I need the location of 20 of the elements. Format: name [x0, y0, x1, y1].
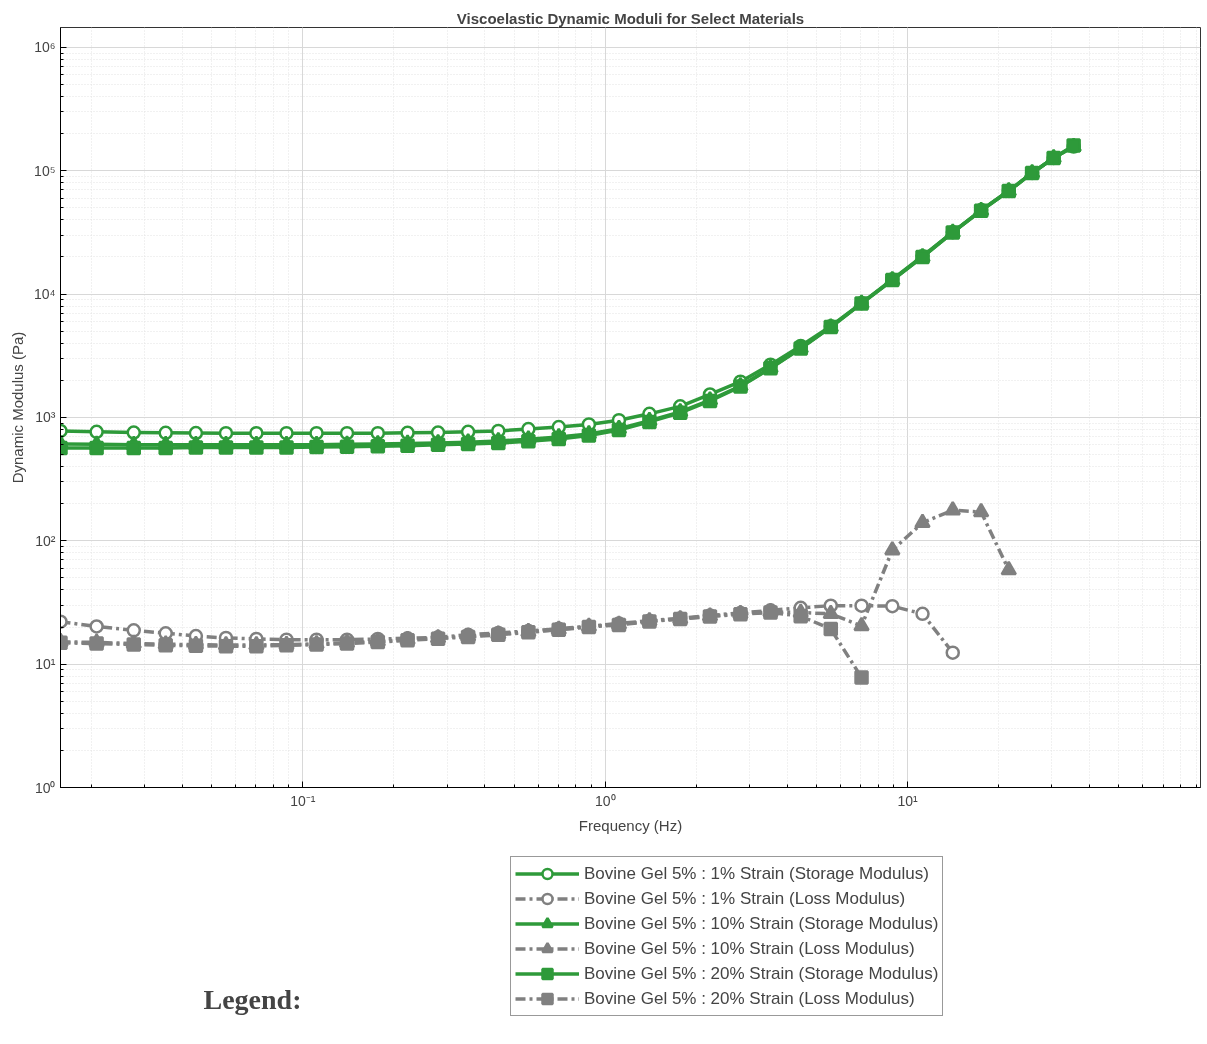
legend-label: Bovine Gel 5% : 1% Strain (Loss Modulus) [584, 887, 906, 910]
y-axis-title: Dynamic Modulus (Pa) [8, 331, 26, 484]
y-tick-label: 10² [35, 532, 56, 549]
y-tick-label: 10⁰ [34, 779, 56, 796]
legend-label: Bovine Gel 5% : 10% Strain (Loss Modulus) [584, 937, 915, 960]
y-tick-label: 10¹ [35, 656, 56, 673]
legend-label: Bovine Gel 5% : 10% Strain (Storage Modulus) [584, 912, 939, 935]
legend-label: Bovine Gel 5% : 1% Strain (Storage Modulus) [584, 862, 929, 885]
legend-label: Bovine Gel 5% : 20% Strain (Loss Modulus) [584, 987, 915, 1010]
legend-label: Bovine Gel 5% : 20% Strain (Storage Modulus) [584, 962, 939, 985]
x-tick-label: 10⁰ [594, 792, 616, 809]
legend-title: Legend: [203, 983, 302, 1015]
x-axis-title: Frequency (Hz) [578, 816, 683, 834]
x-tick-label: 10¹ [897, 792, 919, 809]
y-tick-label: 10³ [35, 409, 56, 426]
y-tick-label: 10⁶ [34, 39, 56, 56]
y-tick-label: 10⁴ [33, 286, 56, 303]
x-tick-label: 10⁻¹ [290, 792, 316, 809]
y-tick-label: 10⁵ [34, 162, 56, 179]
chart-title: Viscoelastic Dynamic Moduli for Select Materials [456, 9, 805, 27]
